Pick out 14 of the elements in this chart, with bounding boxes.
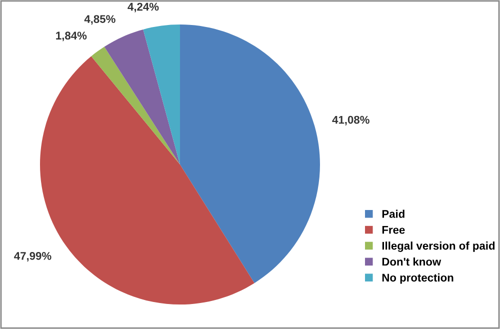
legend-label: Paid xyxy=(382,210,404,218)
pie-slice xyxy=(143,24,180,164)
data-label: 1,84% xyxy=(56,32,87,42)
legend-label: Free xyxy=(382,226,405,234)
data-label: 4,85% xyxy=(84,15,116,25)
data-label: 41,08% xyxy=(332,116,370,126)
legend-label: Illegal version of paid xyxy=(382,242,495,252)
data-label: 47,99% xyxy=(14,252,52,262)
data-label: 4,24% xyxy=(128,2,159,12)
legend-label: Don't know xyxy=(382,258,442,266)
legend-label: No protection xyxy=(382,273,454,284)
pie-slice xyxy=(180,24,320,284)
pie-slice xyxy=(104,29,180,164)
pie-slice xyxy=(91,46,180,164)
